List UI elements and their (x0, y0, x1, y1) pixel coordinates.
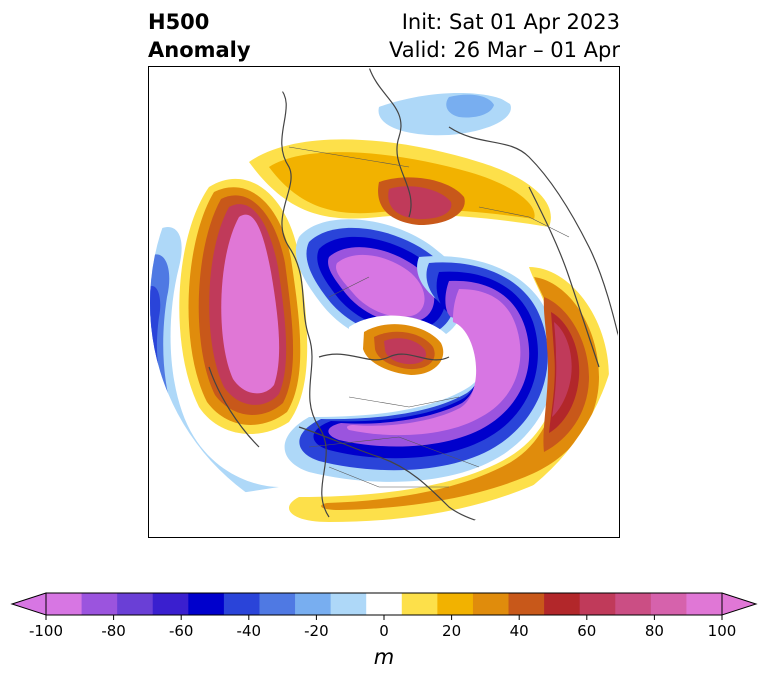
colorbar-tick-label: -60 (169, 622, 194, 640)
borders (288, 146, 570, 488)
colorbar-tick-label: -80 (101, 622, 126, 640)
colorbar-swatch (259, 593, 296, 615)
colorbar-swatch (188, 593, 225, 615)
colorbar-swatch (437, 593, 474, 615)
colorbar-swatch (579, 593, 616, 615)
colorbar-swatch (686, 593, 723, 615)
colorbar-swatch (46, 593, 83, 615)
colorbar-tick-label: 100 (708, 622, 737, 640)
colorbar-swatch (650, 593, 687, 615)
colorbar-unit-label: m (373, 645, 395, 669)
colorbar-swatch (508, 593, 545, 615)
eurasia-negative-anomaly (284, 256, 557, 482)
colorbar-tick-label: 80 (645, 622, 664, 640)
colorbar-tick-label: 40 (510, 622, 529, 640)
pacific-positive-anomaly (179, 178, 308, 434)
colorbar-tick-label: 0 (379, 622, 389, 640)
title-left: H500 Anomaly (148, 8, 251, 64)
title-right: Init: Sat 01 Apr 2023 Valid: 26 Mar – 01… (389, 8, 620, 64)
north-pole-negative-anomaly (378, 92, 511, 136)
coastlines (208, 68, 619, 533)
colorbar-tick-label: 60 (577, 622, 596, 640)
colorbar-swatch (117, 593, 154, 615)
colorbar-swatch (295, 593, 332, 615)
colorbar-extend-low (10, 592, 47, 616)
colorbar-swatch (223, 593, 260, 615)
colorbar-swatch (544, 593, 581, 615)
colorbar-swatch (615, 593, 652, 615)
colorbar-extend-high (721, 592, 758, 616)
colorbar-swatch (152, 593, 189, 615)
anomaly-map (150, 68, 619, 533)
colorbar-swatch (81, 593, 118, 615)
colorbar-swatch (401, 593, 438, 615)
greenland-positive-anomaly (249, 139, 551, 227)
init-time: Init: Sat 01 Apr 2023 (401, 10, 620, 34)
arctic-positive-anomaly (347, 315, 453, 382)
colorbar-tick-label: -100 (29, 622, 63, 640)
colorbar-swatch (366, 593, 403, 615)
title-variable: H500 (148, 10, 210, 34)
map-panel (148, 66, 620, 538)
canada-negative-anomaly (295, 219, 465, 346)
colorbar-tick-label: -20 (304, 622, 329, 640)
colorbar-swatch (330, 593, 367, 615)
colorbar-tick-label: -40 (237, 622, 262, 640)
valid-time: Valid: 26 Mar – 01 Apr (389, 38, 620, 62)
colorbar-tick-label: 20 (442, 622, 461, 640)
colorbar: -100 -80 -60 -40 -20 0 20 40 60 80 100 (10, 592, 758, 640)
europe-positive-anomaly (289, 267, 609, 522)
colorbar-swatch (472, 593, 510, 615)
title-field: Anomaly (148, 38, 251, 62)
